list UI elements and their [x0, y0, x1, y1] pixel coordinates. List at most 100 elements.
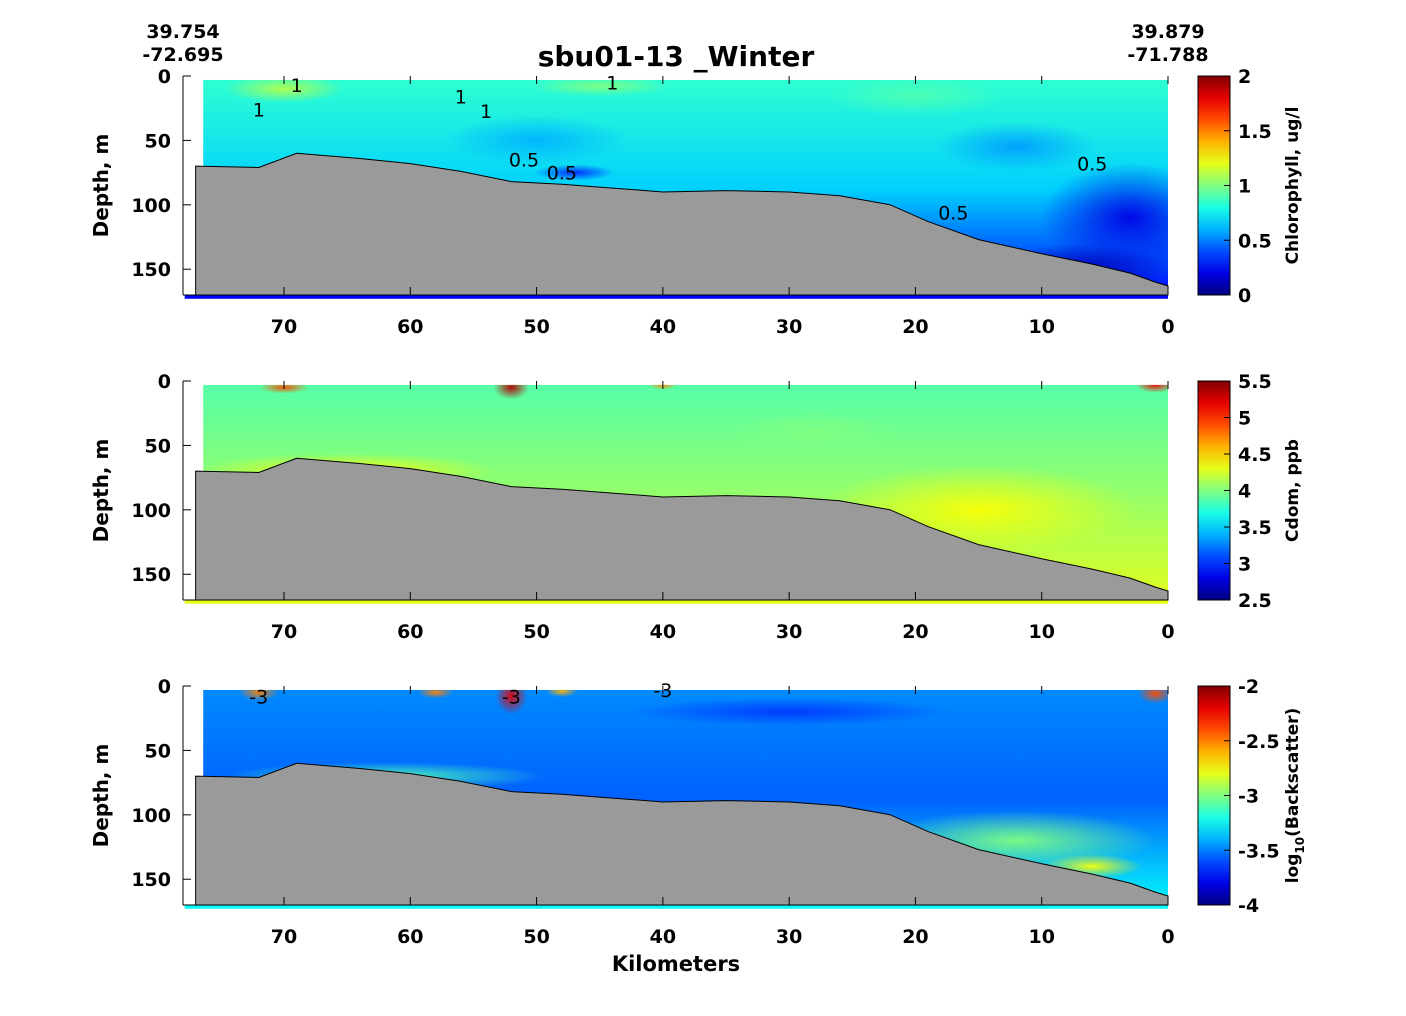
x-tick-label: 40 — [650, 621, 676, 643]
y-tick-label: 100 — [131, 195, 171, 217]
y-tick-label: 50 — [145, 130, 171, 152]
colorbar-tick-label: 0 — [1238, 285, 1251, 307]
field-patch — [1135, 384, 1168, 393]
contour-label: 0.5 — [547, 163, 577, 185]
colorbar-tick-label: -3.5 — [1238, 840, 1280, 862]
contour-label: -3 — [653, 680, 672, 702]
colorbar-tick-label: -4 — [1238, 895, 1259, 917]
contour-label: 0.5 — [1077, 154, 1107, 176]
contour-label: 1 — [455, 87, 467, 109]
y-axis-label: Depth, m — [89, 744, 113, 848]
colorbar-tick-label: 4 — [1238, 481, 1251, 503]
field-patch — [1137, 689, 1168, 704]
field-patch — [493, 384, 530, 400]
field-patch — [825, 79, 1006, 116]
x-tick-label: 50 — [523, 316, 549, 338]
contour-label: 1 — [253, 99, 265, 121]
x-tick-label: 0 — [1161, 621, 1174, 643]
field-patch — [545, 689, 578, 698]
x-tick-label: 20 — [902, 926, 928, 948]
y-tick-label: 100 — [131, 805, 171, 827]
x-tick-label: 70 — [271, 316, 297, 338]
contour-label: 1 — [291, 75, 303, 97]
y-tick-label: 0 — [158, 371, 171, 393]
x-tick-label: 0 — [1161, 926, 1174, 948]
colorbar-tick-label: 2.5 — [1238, 590, 1272, 612]
field-patch — [259, 384, 310, 394]
colorbar-tick-label: 1 — [1238, 176, 1251, 198]
contour-label: -3 — [249, 686, 268, 708]
colorbar-label-rest: (Backscatter) — [1283, 708, 1303, 837]
y-tick-label: 150 — [131, 259, 171, 281]
contour-label: 1 — [480, 101, 492, 123]
colorbar-tick-label: 4.5 — [1238, 444, 1272, 466]
contour-label: 0.5 — [938, 203, 968, 225]
x-tick-label: 40 — [650, 926, 676, 948]
colorbar-tick-label: -3 — [1238, 786, 1259, 808]
y-axis-label: Depth, m — [89, 134, 113, 238]
right-latitude: 39.879 — [1131, 21, 1204, 43]
y-tick-label: 0 — [158, 66, 171, 88]
x-tick-label: 30 — [776, 926, 802, 948]
left-longitude: -72.695 — [142, 44, 223, 66]
field-patch — [417, 689, 454, 699]
y-tick-label: 50 — [145, 740, 171, 762]
field-patch — [224, 79, 345, 103]
colorbar-tick-label: 3 — [1238, 554, 1251, 576]
field-patch — [529, 79, 670, 97]
x-tick-label: 60 — [397, 316, 423, 338]
x-tick-label: 10 — [1028, 621, 1054, 643]
field-patch — [495, 689, 528, 715]
colorbar-tick-label: 5.5 — [1238, 371, 1272, 393]
x-tick-label: 70 — [271, 621, 297, 643]
figure-title: sbu01-13 _Winter — [538, 40, 815, 73]
field-patch — [936, 121, 1097, 172]
colorbar-label: log10(Backscatter) — [1283, 708, 1307, 884]
colorbar-tick-label: 0.5 — [1238, 230, 1272, 252]
colorbar-label-sub: 10 — [1293, 837, 1307, 854]
y-tick-label: 0 — [158, 676, 171, 698]
left-latitude: 39.754 — [146, 21, 219, 43]
colorbar-label: Chlorophyll, ug/l — [1283, 107, 1303, 265]
field-patch — [629, 697, 950, 726]
colorbar-tick-label: 1.5 — [1238, 121, 1272, 143]
field-patch — [734, 412, 895, 453]
seafloor — [195, 152, 1169, 296]
x-axis-label: Kilometers — [612, 952, 740, 976]
seafloor — [195, 762, 1169, 906]
y-axis-label: Depth, m — [89, 439, 113, 543]
x-tick-label: 0 — [1161, 316, 1174, 338]
colorbar-label: Cdom, ppb — [1283, 439, 1303, 542]
colorbar-tick-label: -2 — [1238, 676, 1259, 698]
x-tick-label: 30 — [776, 316, 802, 338]
x-tick-label: 70 — [271, 926, 297, 948]
field-patch — [238, 689, 279, 701]
y-tick-label: 150 — [131, 869, 171, 891]
x-tick-label: 10 — [1028, 926, 1054, 948]
y-tick-label: 150 — [131, 564, 171, 586]
right-longitude: -71.788 — [1127, 44, 1208, 66]
x-tick-label: 50 — [523, 621, 549, 643]
x-tick-label: 60 — [397, 926, 423, 948]
y-tick-label: 100 — [131, 500, 171, 522]
colorbar-tick-label: 5 — [1238, 408, 1251, 430]
seafloor — [195, 457, 1169, 601]
field-patch — [446, 115, 627, 166]
colorbar-tick-label: 3.5 — [1238, 517, 1272, 539]
colorbar-tick-label: -2.5 — [1238, 731, 1280, 753]
contour-label: 0.5 — [509, 150, 539, 172]
x-tick-label: 20 — [902, 621, 928, 643]
x-tick-label: 10 — [1028, 316, 1054, 338]
contour-label: 1 — [606, 72, 618, 94]
x-tick-label: 50 — [523, 926, 549, 948]
x-tick-label: 30 — [776, 621, 802, 643]
x-tick-label: 40 — [650, 316, 676, 338]
x-tick-label: 20 — [902, 316, 928, 338]
contour-label: -3 — [502, 686, 521, 708]
x-tick-label: 60 — [397, 621, 423, 643]
colorbar-label-log: log — [1283, 854, 1303, 884]
